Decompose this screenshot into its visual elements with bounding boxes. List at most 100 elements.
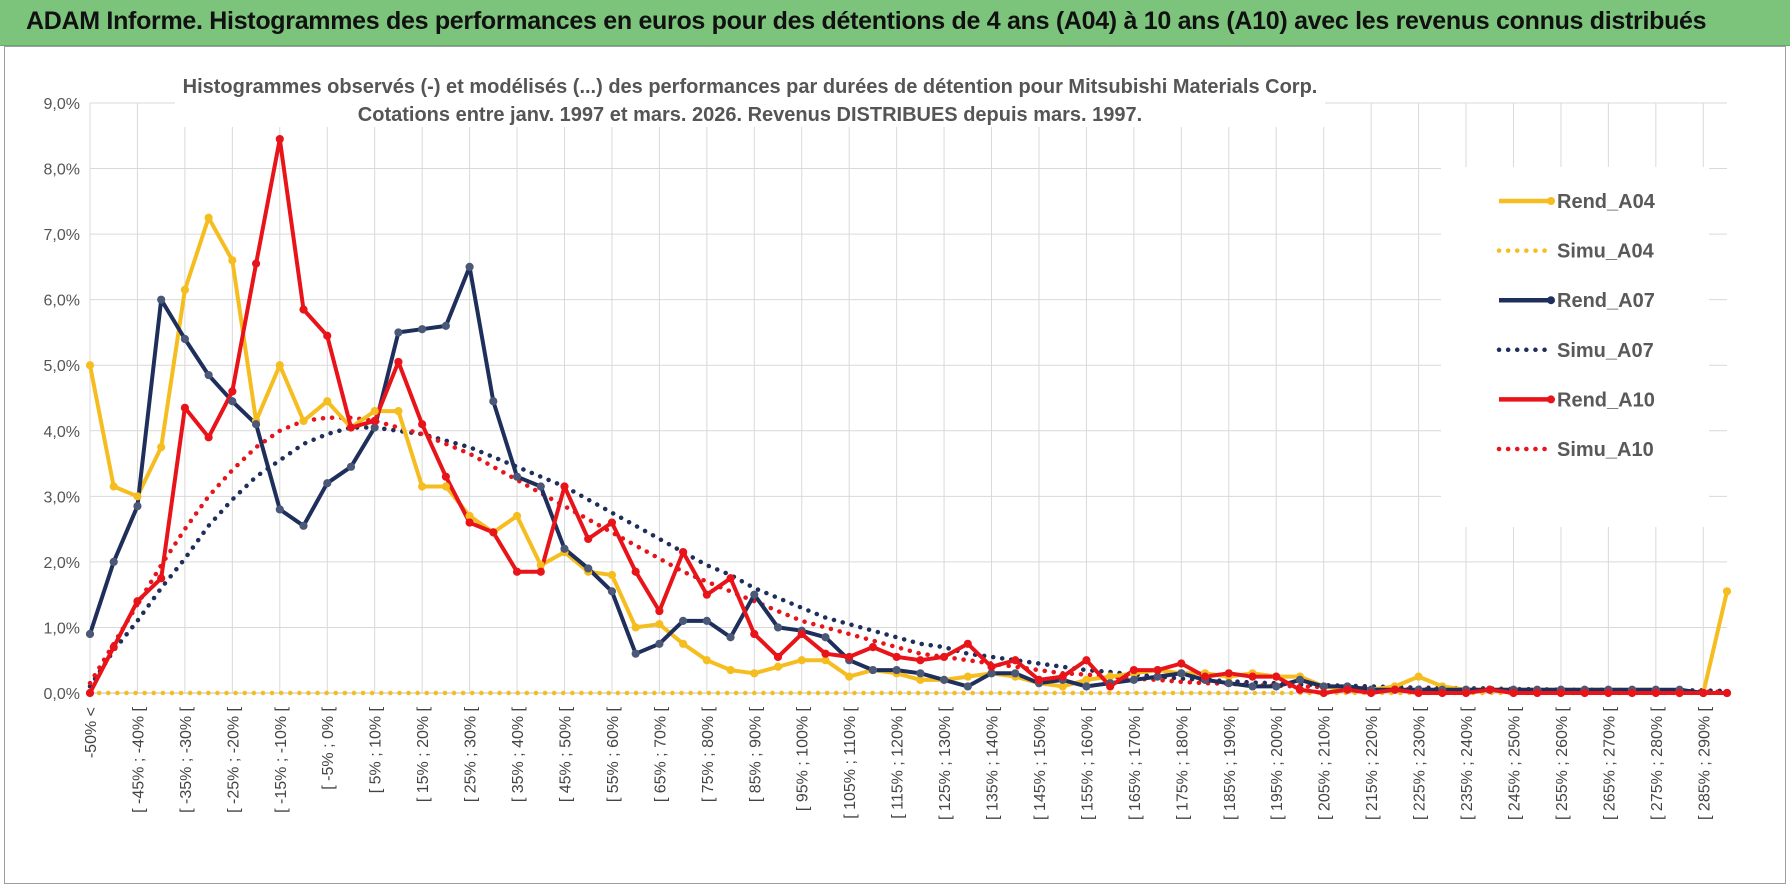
data-point-rend_a10 bbox=[1200, 672, 1210, 681]
data-point-rend_a10 bbox=[1604, 688, 1613, 698]
data-point-rend_a07 bbox=[1011, 669, 1020, 678]
report-title: ADAM Informe. Histogrammes des performan… bbox=[26, 7, 1707, 35]
x-tick-label: [ 185% ; 190% [ bbox=[1222, 706, 1239, 820]
data-point-rend_a04 bbox=[702, 656, 711, 665]
x-tick-label: [ 115% ; 120% [ bbox=[890, 706, 907, 818]
data-point-rend_a10 bbox=[584, 534, 593, 544]
data-point-rend_a04 bbox=[1414, 672, 1423, 681]
x-tick-label: [ -25% ; -20% [ bbox=[225, 706, 242, 812]
data-point-rend_a07 bbox=[441, 321, 450, 330]
x-tick-label: [ -35% ; -30% [ bbox=[178, 706, 195, 812]
data-point-rend_a07 bbox=[916, 669, 925, 678]
data-point-rend_a10 bbox=[1153, 665, 1162, 675]
y-tick-label: 2,0% bbox=[44, 555, 80, 572]
x-tick-label: -50% < bbox=[83, 707, 100, 758]
series-line-rend_a10 bbox=[88, 137, 1727, 695]
data-point-rend_a07 bbox=[180, 334, 189, 344]
data-point-rend_a10 bbox=[1272, 672, 1281, 681]
data-point-rend_a04 bbox=[726, 665, 735, 675]
data-point-rend_a04 bbox=[773, 662, 783, 671]
data-point-rend_a10 bbox=[1295, 685, 1305, 694]
data-point-rend_a04 bbox=[1722, 587, 1732, 596]
data-point-rend_a07 bbox=[655, 639, 664, 648]
data-point-rend_a04 bbox=[679, 639, 688, 648]
y-tick-label: 6,0% bbox=[44, 293, 80, 310]
data-point-rend_a04 bbox=[631, 623, 640, 632]
x-tick-label: [ 145% ; 150% [ bbox=[1032, 706, 1049, 820]
data-point-rend_a07 bbox=[963, 682, 972, 691]
x-tick-label: [ 175% ; 180% [ bbox=[1174, 706, 1191, 820]
data-point-rend_a10 bbox=[987, 662, 996, 671]
data-point-rend_a10 bbox=[1438, 688, 1447, 698]
data-point-rend_a10 bbox=[963, 639, 972, 648]
data-point-rend_a07 bbox=[584, 564, 593, 573]
data-point-rend_a10 bbox=[939, 652, 949, 662]
data-point-rend_a10 bbox=[228, 387, 237, 396]
data-point-rend_a10 bbox=[750, 629, 759, 639]
data-point-rend_a10 bbox=[204, 433, 213, 442]
x-tick-label: [ 265% ; 270% [ bbox=[1601, 706, 1618, 820]
data-point-rend_a10 bbox=[726, 574, 735, 583]
performance-histogram-chart: 0,0% 1,0% 2,0% 3,0% 4,0% 5,0% 6,0% 7,0% 8,0% 9,0%… bbox=[44, 65, 1732, 820]
data-point-rend_a07 bbox=[204, 370, 213, 380]
data-point-rend_a10 bbox=[1129, 665, 1138, 675]
y-tick-label: 5,0% bbox=[44, 358, 80, 375]
data-point-rend_a04 bbox=[963, 672, 972, 681]
y-tick-label: 4,0% bbox=[44, 424, 80, 441]
x-tick-label: [ 195% ; 200% [ bbox=[1269, 706, 1286, 820]
data-point-rend_a07 bbox=[1224, 679, 1233, 688]
data-point-rend_a10 bbox=[1367, 688, 1376, 698]
data-point-rend_a04 bbox=[797, 656, 806, 665]
data-point-rend_a10 bbox=[773, 652, 783, 662]
data-point-rend_a04 bbox=[750, 669, 759, 678]
data-point-rend_a10 bbox=[1011, 656, 1020, 665]
x-tick-label: [ 285% ; 290% [ bbox=[1696, 706, 1713, 820]
x-tick-label: [ 95% ; 100% [ bbox=[795, 706, 812, 811]
data-point-rend_a04 bbox=[441, 482, 450, 491]
x-tick-label: [ 135% ; 140% [ bbox=[985, 706, 1002, 820]
legend-label-simu_a10: Simu_A10 bbox=[1557, 439, 1654, 461]
x-tick-label: [ 275% ; 280% [ bbox=[1649, 706, 1666, 820]
legend-label-rend_a04: Rend_A04 bbox=[1557, 191, 1656, 213]
data-point-rend_a10 bbox=[1390, 685, 1399, 694]
data-point-rend_a07 bbox=[251, 420, 261, 429]
x-tick-label: [ 5% ; 10% [ bbox=[368, 706, 385, 793]
data-point-rend_a07 bbox=[1177, 669, 1186, 678]
data-point-rend_a07 bbox=[702, 616, 711, 625]
x-tick-label: [ 235% ; 240% [ bbox=[1459, 706, 1476, 820]
data-point-rend_a10 bbox=[418, 420, 427, 429]
x-tick-label: [ 205% ; 210% [ bbox=[1317, 706, 1334, 820]
data-point-rend_a10 bbox=[631, 567, 640, 576]
data-point-rend_a04 bbox=[204, 213, 213, 222]
data-point-rend_a10 bbox=[133, 597, 142, 606]
data-point-rend_a04 bbox=[418, 482, 427, 491]
legend-label-simu_a04: Simu_A04 bbox=[1557, 241, 1655, 263]
legend-marker-rend_a07 bbox=[1547, 296, 1555, 305]
data-point-rend_a04 bbox=[228, 256, 237, 265]
data-point-rend_a10 bbox=[489, 528, 498, 537]
data-point-rend_a07 bbox=[773, 623, 783, 632]
data-point-rend_a10 bbox=[536, 567, 545, 576]
data-point-rend_a04 bbox=[85, 361, 95, 370]
data-point-rend_a07 bbox=[275, 505, 284, 514]
data-point-rend_a07 bbox=[1272, 682, 1281, 691]
legend-label-rend_a10: Rend_A10 bbox=[1557, 389, 1655, 411]
report-banner: ADAM Informe. Histogrammes des performan… bbox=[0, 0, 1790, 46]
series-line-rend_a07 bbox=[88, 264, 1727, 695]
data-point-rend_a07 bbox=[418, 325, 427, 334]
data-point-rend_a10 bbox=[1248, 672, 1257, 681]
data-point-rend_a10 bbox=[1628, 688, 1637, 698]
data-point-rend_a10 bbox=[1533, 688, 1542, 698]
data-point-rend_a10 bbox=[109, 643, 118, 652]
data-point-rend_a04 bbox=[157, 443, 166, 452]
y-tick-label: 0,0% bbox=[44, 686, 80, 703]
y-tick-label: 9,0% bbox=[44, 96, 80, 113]
data-point-rend_a10 bbox=[1177, 659, 1186, 668]
data-point-rend_a07 bbox=[323, 479, 332, 488]
data-point-rend_a07 bbox=[1129, 675, 1138, 684]
data-point-rend_a07 bbox=[939, 675, 949, 684]
x-tick-label: [ 45% ; 50% [ bbox=[557, 706, 574, 802]
data-point-rend_a07 bbox=[536, 482, 545, 491]
legend-label-rend_a07: Rend_A07 bbox=[1557, 290, 1655, 312]
data-point-rend_a10 bbox=[892, 652, 901, 662]
